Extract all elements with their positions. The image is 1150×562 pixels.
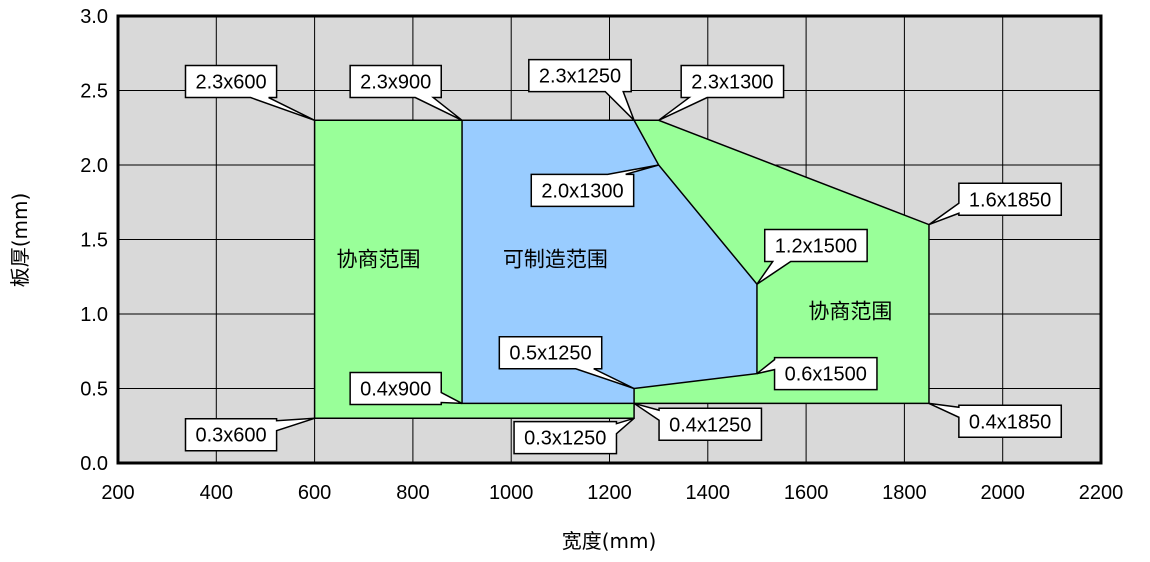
annotation-label: 2.3x1250 [539,66,621,88]
y-tick-label: 0.0 [80,453,108,475]
annotation-callout: 0.4x1850 [928,402,1063,439]
x-tick-label: 800 [396,482,429,504]
annotation-callout: 0.6x1500 [756,356,878,391]
x-tick-label: 2000 [980,482,1025,504]
x-axis-title: 宽度(mm) [562,529,657,553]
annotation-box [756,228,868,285]
plot-frame [116,14,1103,465]
annotation-box [349,64,463,121]
y-tick-label: 1.0 [80,304,108,326]
axis-ticks: 200 400 600 800 1000 1200 1400 1600 1800 2000 2200… [80,6,1123,504]
x-tick-label: 1600 [784,482,829,504]
y-tick-label: 1.5 [80,230,108,252]
annotation-box [528,58,635,121]
x-tick-label: 2200 [1079,482,1124,504]
annotation-box [928,182,1063,226]
x-tick-label: 1200 [587,482,632,504]
annotation-label: 1.2x1500 [775,235,857,257]
x-tick-label: 1400 [686,482,731,504]
annotation-box [498,335,635,390]
annotation-box [513,417,635,455]
region-label: 可制造范围 [503,247,608,271]
annotation-callout: 1.2x1500 [756,228,868,285]
annotation-callout: 2.0x1300 [530,164,659,208]
annotation-label: 2.3x1300 [691,72,773,94]
y-tick-label: 2.5 [80,81,108,103]
annotation-callout: 0.4x900 [349,371,463,406]
x-tick-label: 1000 [489,482,534,504]
annotation-label: 2.3x900 [360,72,431,94]
annotation-label: 0.4x1850 [969,411,1051,433]
annotation-label: 0.6x1500 [785,364,867,386]
annotation-label: 0.4x1250 [669,414,751,436]
annotation-label: 0.4x900 [360,379,431,401]
annotation-callout: 1.6x1850 [928,182,1063,226]
region-label: 协商范围 [808,299,892,323]
x-tick-label: 200 [101,482,134,504]
annotation-label: 0.3x1250 [524,428,606,450]
annotation-box [928,402,1063,439]
annotation-callout: 0.4x1250 [633,402,763,442]
annotation-callout: 0.3x600 [184,417,315,452]
x-tick-label: 400 [200,482,233,504]
annotation-label: 2.3x600 [195,72,266,94]
annotation-label: 0.3x600 [195,425,266,447]
x-tick-label: 600 [298,482,331,504]
annotations: 2.3x600 2.3x900 2.3x1250 2.3x1300 2.0x1300 1.… [184,58,1063,455]
annotation-box [633,402,763,442]
annotation-callout: 2.3x900 [349,64,463,121]
annotation-callout: 0.3x1250 [513,417,635,455]
region-label: 协商范围 [336,247,420,271]
x-tick-label: 1800 [882,482,927,504]
annotation-box [756,356,878,391]
annotation-box [349,371,463,406]
y-tick-label: 3.0 [80,6,108,28]
annotation-label: 1.6x1850 [969,189,1051,211]
y-axis-title: 板厚(mm) [8,193,32,288]
annotation-box [184,64,315,122]
annotation-callout: 0.5x1250 [498,335,635,390]
y-tick-label: 2.0 [80,155,108,177]
annotation-box [658,64,785,121]
annotation-label: 0.5x1250 [509,343,591,365]
annotation-box [184,417,315,452]
annotation-callout: 2.3x1300 [658,64,785,121]
annotation-callout: 2.3x600 [184,64,315,122]
y-tick-label: 0.5 [80,379,108,401]
annotation-callout: 2.3x1250 [528,58,635,121]
annotation-box [530,164,659,208]
annotation-label: 2.0x1300 [541,180,623,202]
